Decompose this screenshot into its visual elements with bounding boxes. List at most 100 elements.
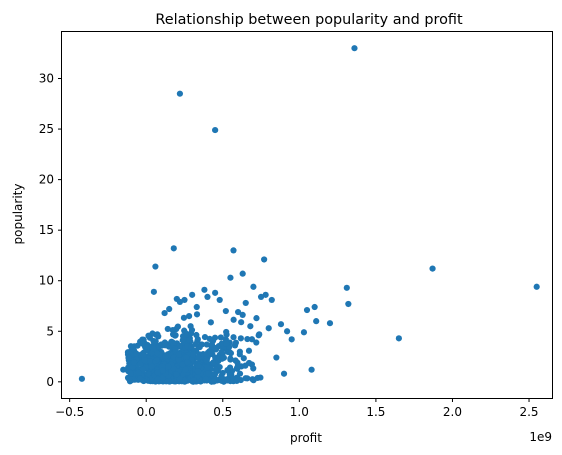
- data-point: [313, 318, 320, 325]
- data-point: [248, 361, 255, 368]
- data-point: [242, 299, 249, 307]
- data-point: [250, 377, 257, 384]
- data-point: [308, 366, 315, 373]
- data-point: [172, 346, 179, 353]
- y-axis-title: popularity: [11, 184, 25, 245]
- data-points: [78, 45, 540, 385]
- data-point: [273, 354, 280, 361]
- y-tick-label: 30: [39, 72, 54, 86]
- data-point: [211, 344, 218, 352]
- y-tick-label: 0: [46, 375, 54, 389]
- data-point: [126, 378, 134, 385]
- data-point: [195, 363, 202, 370]
- data-point: [154, 369, 161, 376]
- data-point: [343, 284, 350, 291]
- data-point: [170, 245, 177, 252]
- x-tick-label: 0.5: [213, 405, 232, 419]
- data-point: [148, 362, 155, 370]
- data-point: [230, 334, 237, 341]
- data-point: [184, 359, 191, 366]
- data-point: [280, 370, 288, 377]
- data-point: [212, 126, 219, 134]
- data-point: [134, 342, 141, 349]
- data-point: [179, 333, 187, 340]
- data-point: [261, 256, 268, 263]
- data-point: [265, 325, 272, 332]
- data-point: [345, 300, 352, 308]
- data-point: [137, 360, 144, 367]
- data-point: [236, 348, 243, 355]
- data-point: [146, 358, 153, 365]
- data-point: [164, 325, 171, 333]
- x-tick-label: 2.0: [443, 405, 462, 419]
- data-point: [233, 374, 241, 381]
- data-point: [150, 345, 157, 352]
- data-point: [248, 336, 256, 343]
- data-point: [174, 323, 181, 330]
- data-point: [130, 359, 138, 366]
- y-axis: 0 5 10 15 20 25 30: [39, 72, 62, 389]
- data-point: [211, 334, 219, 341]
- data-point: [216, 296, 223, 304]
- data-point: [169, 331, 177, 338]
- data-point: [239, 311, 246, 319]
- data-point: [136, 375, 144, 382]
- data-point: [201, 333, 209, 341]
- data-point: [152, 263, 159, 270]
- data-point: [161, 309, 168, 317]
- data-point: [207, 319, 214, 326]
- data-point: [217, 334, 224, 341]
- data-point: [223, 328, 230, 336]
- data-point: [188, 326, 196, 334]
- data-point: [204, 293, 211, 300]
- data-point: [165, 363, 172, 370]
- data-point: [207, 349, 214, 356]
- data-point: [351, 45, 358, 52]
- data-point: [223, 340, 230, 347]
- data-point: [303, 306, 311, 314]
- data-point: [129, 363, 136, 371]
- data-point: [204, 364, 211, 371]
- data-point: [133, 350, 140, 357]
- data-point: [188, 343, 195, 350]
- x-tick-label: 0.0: [137, 405, 156, 419]
- chart-title: Relationship between popularity and prof…: [155, 12, 463, 28]
- data-point: [153, 349, 161, 357]
- x-tick-label: −0.5: [55, 405, 84, 419]
- data-point: [189, 351, 197, 358]
- data-point: [210, 378, 217, 385]
- data-point: [175, 356, 182, 363]
- data-point: [257, 374, 264, 381]
- data-point: [211, 371, 219, 378]
- data-point: [253, 339, 260, 346]
- data-point: [212, 289, 219, 296]
- data-point: [300, 329, 308, 336]
- data-point: [247, 323, 254, 330]
- y-tick-label: 15: [39, 223, 54, 237]
- data-point: [124, 349, 132, 356]
- data-point: [125, 354, 132, 361]
- data-point: [190, 377, 197, 384]
- data-point: [181, 377, 188, 384]
- data-point: [135, 369, 142, 376]
- x-tick-label: 1.5: [366, 405, 385, 419]
- data-point: [194, 368, 202, 375]
- data-point: [193, 303, 200, 311]
- x-tick-label: 2.5: [519, 405, 538, 419]
- data-point: [150, 337, 157, 345]
- data-point: [234, 362, 241, 370]
- data-point: [311, 303, 318, 311]
- data-point: [175, 351, 183, 358]
- data-point: [283, 328, 291, 335]
- data-point: [150, 288, 157, 295]
- data-point: [176, 375, 183, 383]
- data-point: [212, 366, 219, 373]
- data-point: [141, 357, 148, 364]
- data-point: [201, 286, 208, 293]
- data-point: [218, 373, 225, 380]
- data-point: [166, 305, 173, 313]
- data-point: [395, 335, 402, 342]
- plot-area-frame: [61, 31, 553, 399]
- data-point: [176, 90, 184, 97]
- data-point: [189, 291, 196, 298]
